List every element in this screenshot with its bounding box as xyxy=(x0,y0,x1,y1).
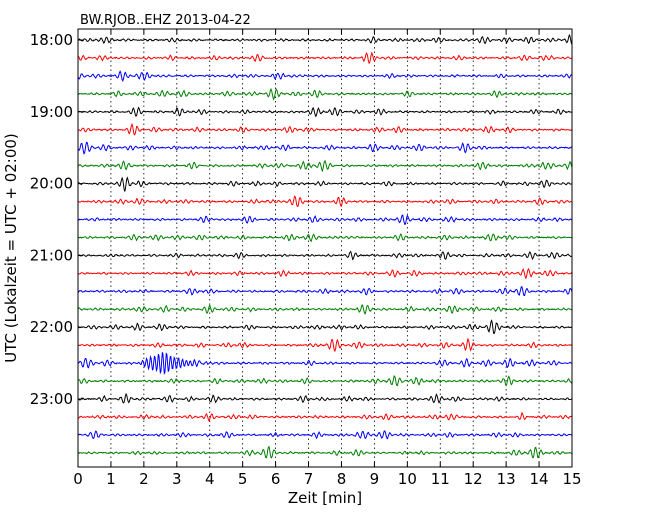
trace-row xyxy=(77,233,573,243)
trace-row xyxy=(77,87,573,101)
trace-row xyxy=(77,214,573,225)
plot-frame xyxy=(77,28,573,468)
trace-row xyxy=(77,141,573,155)
trace-row xyxy=(77,392,573,404)
x-tick-label: 5 xyxy=(238,470,248,488)
trace-row xyxy=(77,176,573,192)
grid-lines xyxy=(110,29,540,467)
trace-row xyxy=(77,51,573,65)
x-tick-label: 8 xyxy=(337,470,347,488)
y-tick-label: 19:00 xyxy=(30,103,73,121)
x-tick-label: 3 xyxy=(172,470,182,488)
trace-row xyxy=(77,337,573,353)
x-axis: 0 1 2 3 4 5 6 7 8 9 10 11 12 13 14 15 xyxy=(73,29,582,488)
y-tick-label: 21:00 xyxy=(30,246,73,264)
y-tick-label: 20:00 xyxy=(30,175,73,193)
x-tick-label: 15 xyxy=(562,470,581,488)
x-axis-label: Zeit [min] xyxy=(288,489,362,507)
trace-row xyxy=(77,250,573,261)
trace-row xyxy=(77,106,573,118)
x-tick-label: 0 xyxy=(73,470,83,488)
trace-row xyxy=(77,319,573,335)
trace-row xyxy=(77,122,573,136)
x-tick-label: 1 xyxy=(106,470,116,488)
trace-row xyxy=(77,303,573,315)
trace-row xyxy=(77,33,573,45)
x-tick-label: 13 xyxy=(497,470,516,488)
x-tick-label: 10 xyxy=(398,470,417,488)
trace-row xyxy=(77,159,573,173)
x-tick-label: 9 xyxy=(370,470,380,488)
trace-row xyxy=(77,411,573,423)
x-tick-label: 2 xyxy=(139,470,149,488)
trace-row xyxy=(77,430,573,440)
y-axis: 18:00 19:00 20:00 21:00 22:00 23:00 xyxy=(30,31,83,408)
y-tick-label: 22:00 xyxy=(30,318,73,336)
trace-row xyxy=(77,195,573,207)
seismic-traces xyxy=(77,33,573,459)
y-tick-label: 23:00 xyxy=(30,390,73,408)
x-tick-label: 7 xyxy=(304,470,314,488)
chart-title: BW.RJOB..EHZ 2013-04-22 xyxy=(80,13,251,28)
trace-row xyxy=(77,352,573,375)
y-axis-label: UTC (Lokalzeit = UTC + 02:00) xyxy=(2,133,20,363)
trace-row xyxy=(77,267,573,280)
trace-row xyxy=(77,286,573,297)
x-tick-label: 6 xyxy=(271,470,281,488)
trace-row xyxy=(77,70,573,83)
x-tick-label: 12 xyxy=(464,470,483,488)
x-tick-label: 4 xyxy=(205,470,215,488)
trace-row xyxy=(77,375,573,387)
trace-row xyxy=(77,445,573,459)
x-tick-label: 11 xyxy=(431,470,450,488)
x-tick-label: 14 xyxy=(530,470,549,488)
y-tick-label: 18:00 xyxy=(30,31,73,49)
plot-area xyxy=(78,29,572,467)
